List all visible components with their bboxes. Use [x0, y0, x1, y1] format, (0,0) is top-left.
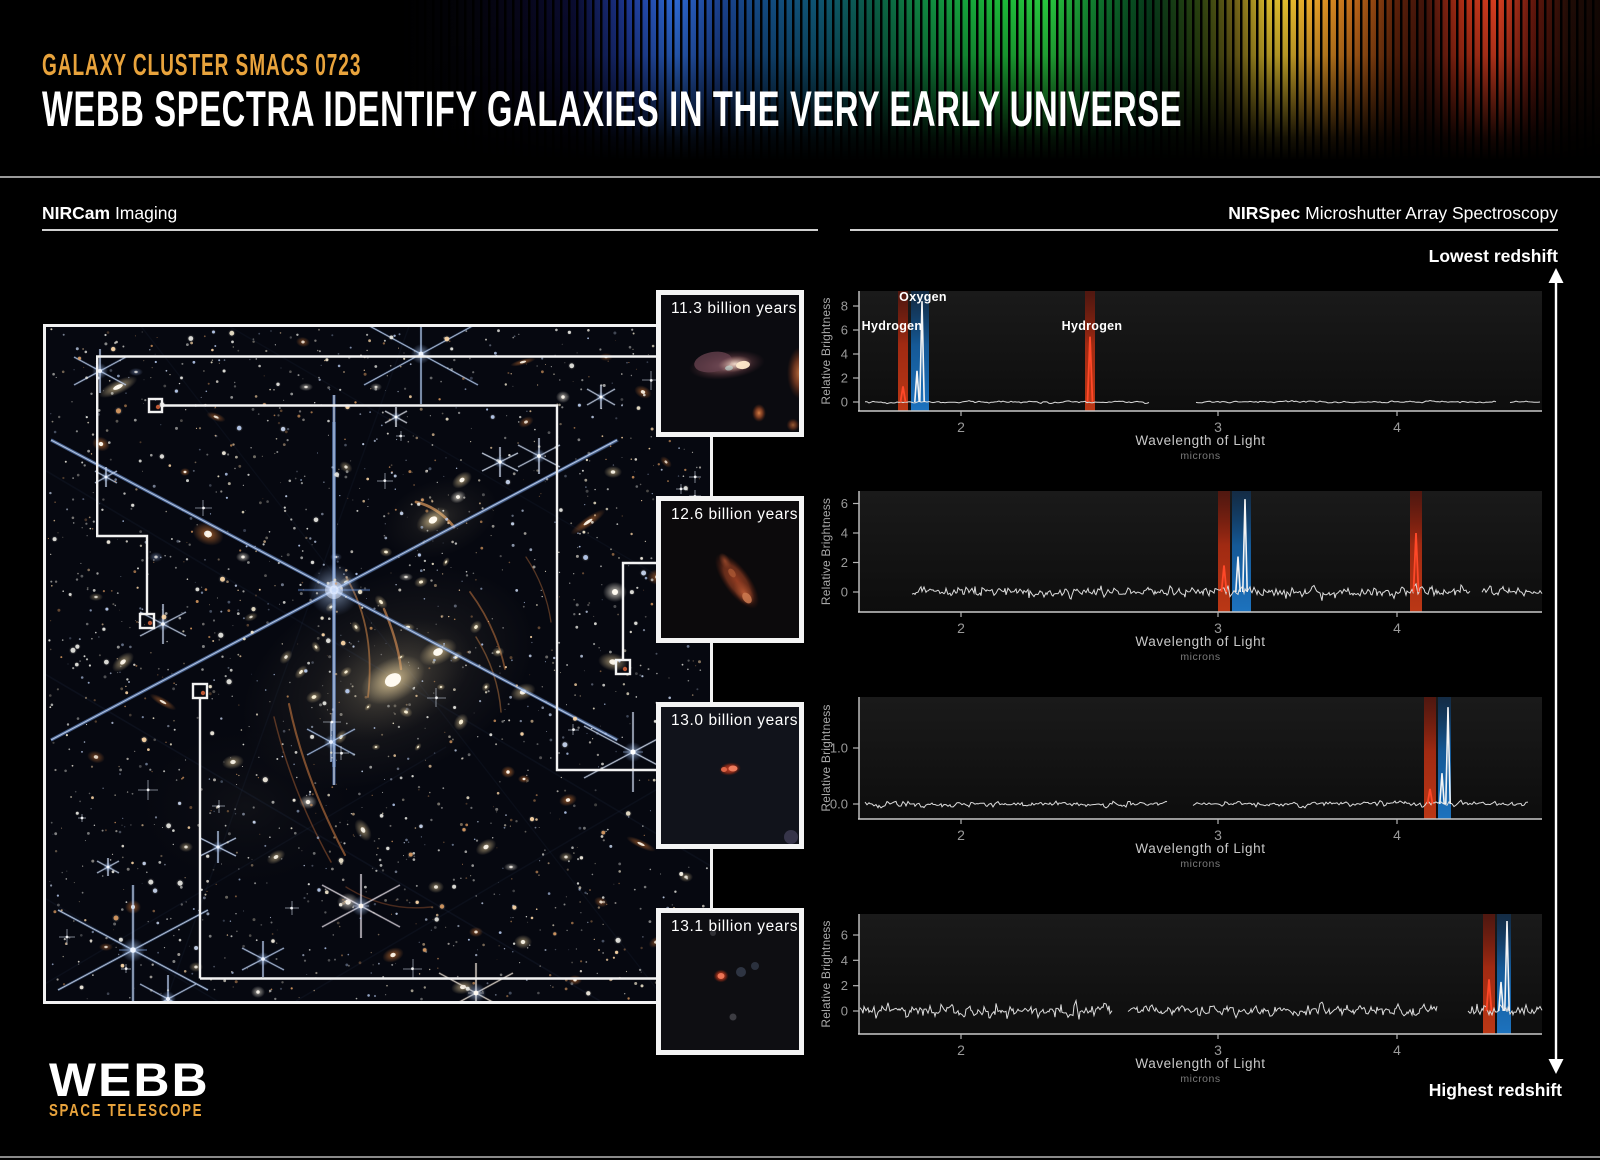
svg-text:4: 4 — [841, 347, 848, 362]
svg-text:6: 6 — [841, 323, 848, 338]
svg-text:Wavelength of Light: Wavelength of Light — [1135, 634, 1265, 649]
svg-text:Oxygen: Oxygen — [899, 290, 947, 304]
svg-text:2: 2 — [841, 978, 848, 993]
svg-text:6: 6 — [841, 496, 848, 511]
svg-text:Relative Brightness: Relative Brightness — [819, 704, 833, 811]
svg-text:4: 4 — [1393, 620, 1401, 636]
svg-text:0: 0 — [841, 395, 848, 410]
svg-text:4: 4 — [1393, 1042, 1401, 1058]
svg-text:4: 4 — [1393, 419, 1401, 435]
svg-text:6: 6 — [841, 928, 848, 943]
svg-text:3: 3 — [1214, 1042, 1222, 1058]
svg-text:0: 0 — [841, 1004, 848, 1019]
svg-text:Wavelength of Light: Wavelength of Light — [1135, 1056, 1265, 1071]
svg-text:2: 2 — [841, 555, 848, 570]
svg-text:microns: microns — [1180, 1073, 1220, 1085]
svg-text:Relative Brightness: Relative Brightness — [819, 498, 833, 605]
svg-text:2: 2 — [957, 1042, 965, 1058]
svg-text:4: 4 — [841, 526, 848, 541]
svg-text:2: 2 — [957, 419, 965, 435]
svg-text:8: 8 — [841, 299, 848, 314]
svg-text:4: 4 — [841, 953, 848, 968]
svg-text:0.0: 0.0 — [830, 797, 848, 812]
svg-text:Wavelength of Light: Wavelength of Light — [1135, 841, 1265, 856]
svg-text:3: 3 — [1214, 620, 1222, 636]
svg-text:Relative Brightness: Relative Brightness — [819, 297, 833, 404]
svg-text:4: 4 — [1393, 827, 1401, 843]
svg-text:Hydrogen: Hydrogen — [1062, 319, 1123, 333]
svg-text:Relative Brightness: Relative Brightness — [819, 920, 833, 1027]
svg-text:2: 2 — [841, 371, 848, 386]
svg-text:1.0: 1.0 — [830, 741, 848, 756]
svg-text:Wavelength of Light: Wavelength of Light — [1135, 433, 1265, 448]
svg-text:microns: microns — [1180, 651, 1220, 663]
svg-text:2: 2 — [957, 827, 965, 843]
svg-text:Hydrogen: Hydrogen — [862, 319, 923, 333]
svg-text:3: 3 — [1214, 827, 1222, 843]
svg-text:microns: microns — [1180, 858, 1220, 870]
svg-text:2: 2 — [957, 620, 965, 636]
svg-text:3: 3 — [1214, 419, 1222, 435]
svg-text:microns: microns — [1180, 450, 1220, 462]
svg-text:0: 0 — [841, 585, 848, 600]
